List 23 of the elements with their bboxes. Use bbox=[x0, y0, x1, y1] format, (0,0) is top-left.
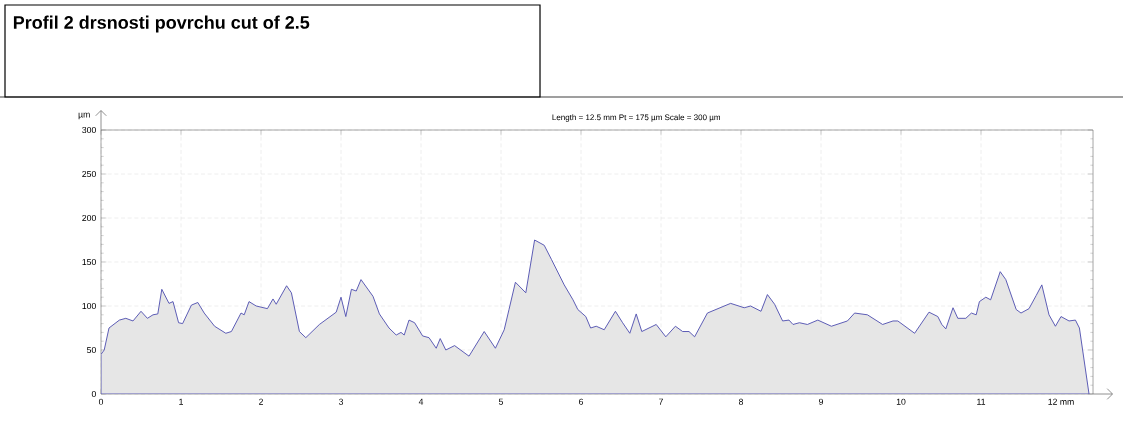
x-tick-label: 2 bbox=[259, 398, 263, 405]
x-tick-label: 10 bbox=[896, 398, 906, 405]
x-tick-label: 9 bbox=[819, 398, 824, 405]
x-tick-label: 8 bbox=[738, 398, 744, 405]
chart-subtitle: Length = 12.5 mm Pt = 175 µm Scale = 300 µm bbox=[552, 114, 720, 122]
y-tick-label: 150 bbox=[82, 258, 96, 266]
x-tick-label: 6 bbox=[579, 398, 584, 405]
chart-title: Profil 2 drsnosti povrchu cut of 2.5 bbox=[13, 15, 310, 33]
y-tick-label: 250 bbox=[82, 170, 96, 178]
x-tick-label: 4 bbox=[418, 398, 424, 405]
x-tick-label: 0 bbox=[98, 398, 104, 405]
y-tick-label: 200 bbox=[82, 214, 96, 222]
y-tick-label: 50 bbox=[87, 346, 96, 354]
x-tick-label: 7 bbox=[659, 398, 663, 405]
y-axis-title: µm bbox=[78, 112, 90, 120]
y-tick-label: 300 bbox=[82, 126, 96, 134]
x-tick-label: 3 bbox=[338, 398, 344, 405]
y-tick-label: 100 bbox=[82, 302, 96, 310]
x-tick-label: 5 bbox=[498, 398, 504, 405]
x-tick-label: 1 bbox=[179, 398, 183, 405]
x-tick-label: 12 mm bbox=[1048, 398, 1074, 405]
y-tick-label: 0 bbox=[91, 390, 96, 398]
x-tick-label: 11 bbox=[977, 398, 986, 405]
